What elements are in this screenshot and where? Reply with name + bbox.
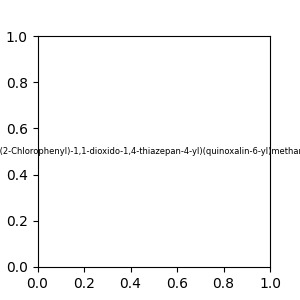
Text: (7-(2-Chlorophenyl)-1,1-dioxido-1,4-thiazepan-4-yl)(quinoxalin-6-yl)methanone: (7-(2-Chlorophenyl)-1,1-dioxido-1,4-thia…	[0, 147, 300, 156]
